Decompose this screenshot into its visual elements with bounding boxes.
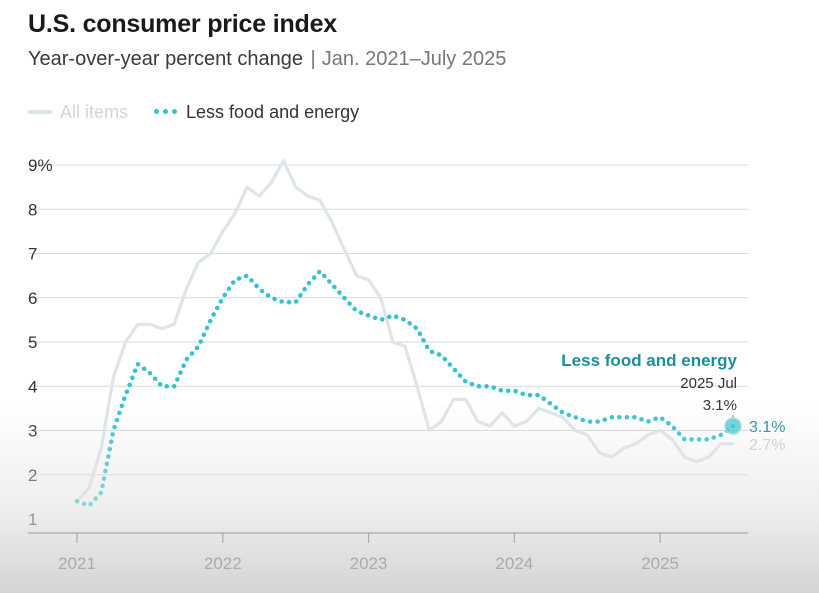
legend-item-all-items[interactable]: All items [28,102,128,123]
end-label-all-items: 2.7% [749,437,785,454]
chart-subtitle: Year-over-year percent change | Jan. 2021… [28,48,506,71]
chart-title: U.S. consumer price index [28,10,337,38]
y-tick-label-4: 4 [28,377,37,396]
y-tick-label-5: 5 [28,333,37,352]
annotation-series-label: Less food and energy [561,351,737,370]
y-tick-label-8: 8 [28,200,37,219]
x-tick-label-2024: 2024 [495,554,533,573]
x-axis: 2021 2022 2023 2024 2025 [28,532,748,573]
y-tick-label-6: 6 [28,289,37,308]
legend-label-all-items: All items [60,101,129,122]
annotation-marker [724,417,742,435]
y-tick-label-9: 9% [28,156,53,175]
y-tick-label-2: 2 [28,466,37,485]
legend-swatch-core [154,109,178,115]
x-tick-label-2022: 2022 [204,554,242,573]
legend-label-core: Less food and energy [186,101,360,122]
subtitle-main: Year-over-year percent change [28,48,303,70]
chart-legend: All items Less food and energy [28,100,385,124]
x-tick-label-2025: 2025 [641,554,679,573]
legend-swatch-all-items [28,110,52,114]
y-tick-label-3: 3 [28,422,37,441]
subtitle-separator: | [310,48,316,70]
legend-item-core[interactable]: Less food and energy [154,102,359,123]
x-tick-label-2021: 2021 [58,554,96,573]
series-all-items [75,159,735,503]
x-tick-label-2023: 2023 [350,554,388,573]
series-core [74,268,736,508]
y-tick-label-1: 1 [28,510,37,529]
annotation-date: 2025 Jul [680,375,737,392]
all-items-line [75,159,735,503]
y-tick-label-7: 7 [28,245,37,264]
end-label-less-food-and-energy: 3.1% [749,419,785,436]
core-dotted-line [74,268,736,508]
annotation-value: 3.1% [703,397,737,414]
subtitle-date-range: Jan. 2021–July 2025 [321,48,507,70]
